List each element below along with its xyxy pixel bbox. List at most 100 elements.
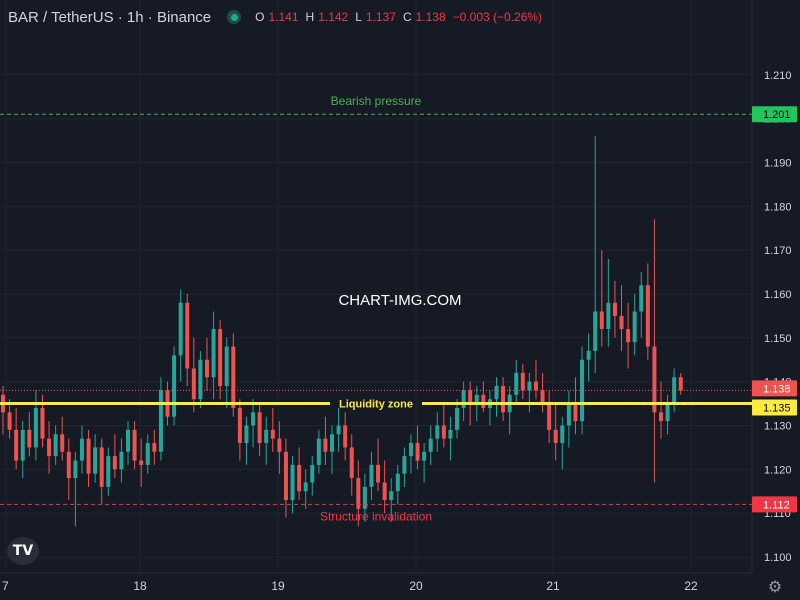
candle-body[interactable] [612,302,617,316]
candle-body[interactable] [494,386,499,400]
candle-body[interactable] [501,386,506,413]
candle-body[interactable] [66,451,71,479]
candle-body[interactable] [659,412,663,422]
candle-body[interactable] [86,438,91,474]
candle-body[interactable] [7,412,12,430]
candle-body[interactable] [527,381,532,391]
candle-body[interactable] [14,429,19,461]
candle-body[interactable] [310,464,315,483]
candle-body[interactable] [60,434,65,452]
candle-body[interactable] [547,403,552,430]
candle-body[interactable] [79,438,84,461]
candle-body[interactable] [428,438,433,452]
candle-body[interactable] [27,429,32,448]
candle-body[interactable] [422,451,427,461]
candle-body[interactable] [343,425,348,448]
candle-body[interactable] [533,381,538,391]
candle-body[interactable] [158,390,163,452]
candle-body[interactable] [237,407,242,444]
candle-body[interactable] [415,443,420,461]
candle-body[interactable] [303,482,308,492]
candle-body[interactable] [593,311,598,351]
candle-body[interactable] [389,491,394,501]
candle-body[interactable] [441,425,446,439]
candle-body[interactable] [553,429,558,444]
candle-body[interactable] [514,372,519,395]
candle-body[interactable] [626,329,631,343]
candle-body[interactable] [290,464,295,501]
candle-body[interactable] [297,464,302,492]
candle-body[interactable] [349,447,354,479]
candle-body[interactable] [93,447,98,474]
candle-body[interactable] [481,394,486,408]
candle-body[interactable] [106,456,111,487]
tradingview-logo-icon[interactable]: TV [7,537,39,565]
candle-body[interactable] [204,359,209,378]
candle-body[interactable] [455,407,460,430]
candle-body[interactable] [316,438,321,465]
candle-body[interactable] [323,438,328,452]
candle-body[interactable] [112,456,117,470]
candle-body[interactable] [126,429,131,452]
candle-body[interactable] [573,403,578,422]
candle-body[interactable] [178,302,183,356]
candle-body[interactable] [395,473,400,492]
candle-body[interactable] [152,443,157,452]
candle-body[interactable] [652,346,657,413]
candle-body[interactable] [185,302,190,369]
candle-body[interactable] [672,377,677,404]
candle-body[interactable] [369,464,374,487]
candle-body[interactable] [586,350,591,360]
candle-body[interactable] [257,412,262,444]
candle-body[interactable] [99,447,104,487]
candle-body[interactable] [145,443,150,465]
symbol-title[interactable]: BAR / TetherUS · 1h · Binance [8,8,212,26]
candle-body[interactable] [73,460,78,479]
candle-body[interactable] [218,329,223,387]
candle-body[interactable] [402,456,407,474]
candle-body[interactable] [53,434,58,457]
candle-body[interactable] [408,443,413,457]
candle-body[interactable] [40,407,45,439]
candle-body[interactable] [211,329,216,378]
candle-body[interactable] [435,425,440,439]
candle-body[interactable] [362,486,367,509]
candle-body[interactable] [540,390,545,404]
candle-body[interactable] [231,346,236,408]
candle-body[interactable] [20,429,25,461]
candle-body[interactable] [560,425,565,444]
candle-body[interactable] [224,346,229,387]
candle-body[interactable] [639,285,644,312]
candle-body[interactable] [665,403,670,422]
gear-icon[interactable]: ⚙ [767,577,783,596]
candle-body[interactable] [119,451,124,470]
candle-body[interactable] [172,355,177,417]
candle-body[interactable] [264,429,269,444]
candle-body[interactable] [191,368,196,400]
candle-body[interactable] [47,438,52,457]
candle-body[interactable] [139,460,144,465]
candle-body[interactable] [474,394,479,404]
candle-body[interactable] [277,438,282,452]
candle-body[interactable] [132,429,137,461]
candle-body[interactable] [619,315,624,330]
candle-body[interactable] [566,403,571,426]
candle-body[interactable] [33,407,38,448]
candle-body[interactable] [356,478,361,509]
candle-body[interactable] [645,285,650,347]
candle-body[interactable] [520,372,525,391]
candle-body[interactable] [283,451,288,501]
candle-body[interactable] [251,412,256,426]
candle-body[interactable] [632,311,637,343]
candle-body[interactable] [376,464,381,483]
candle-body[interactable] [198,359,203,400]
candle-body[interactable] [270,429,275,439]
candle-body[interactable] [330,434,334,452]
candle-body[interactable] [468,390,473,404]
candle-body[interactable] [606,302,611,330]
candle-body[interactable] [461,390,466,408]
candle-body[interactable] [382,482,387,501]
candle-body[interactable] [244,425,249,444]
candle-body[interactable] [599,311,604,330]
